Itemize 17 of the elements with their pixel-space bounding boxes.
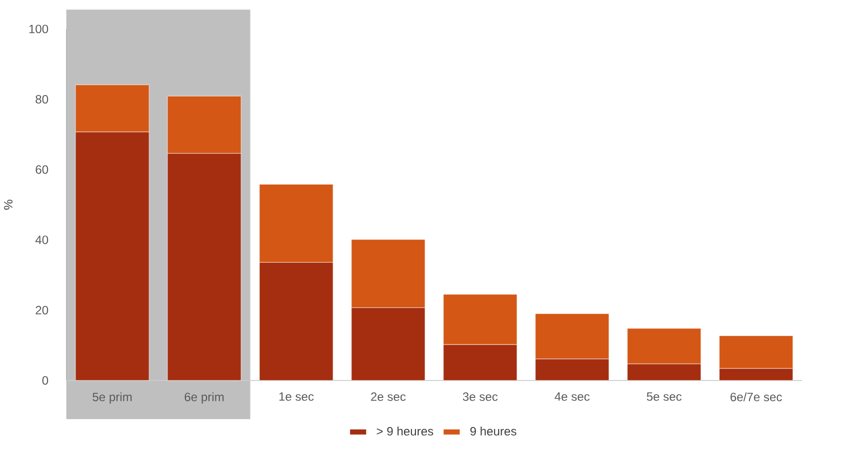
x-tick-label: 1e sec [279, 392, 314, 401]
y-tick-label: 40 [35, 236, 48, 244]
x-tick-label: 5e prim [92, 392, 132, 404]
y-axis-title: % [4, 200, 12, 210]
x-tick-label: 5e sec [646, 392, 682, 401]
y-tick-label: 80 [36, 95, 48, 104]
y-tick-label: 20 [36, 306, 48, 315]
x-tick-label: 3e sec [462, 392, 498, 402]
x-tick-label: 4e sec [554, 392, 590, 401]
y-tick-label: 60 [36, 165, 48, 174]
legend-label: 9 heures [470, 426, 516, 436]
y-tick-label: 0 [42, 376, 48, 385]
y-tick-label: 100 [29, 24, 48, 34]
legend-label: > 9 heures [376, 426, 434, 436]
x-tick-label: 6e/7e sec [730, 392, 782, 402]
x-tick-label: 2e sec [371, 392, 406, 402]
x-tick-label: 6e prim [184, 392, 224, 404]
